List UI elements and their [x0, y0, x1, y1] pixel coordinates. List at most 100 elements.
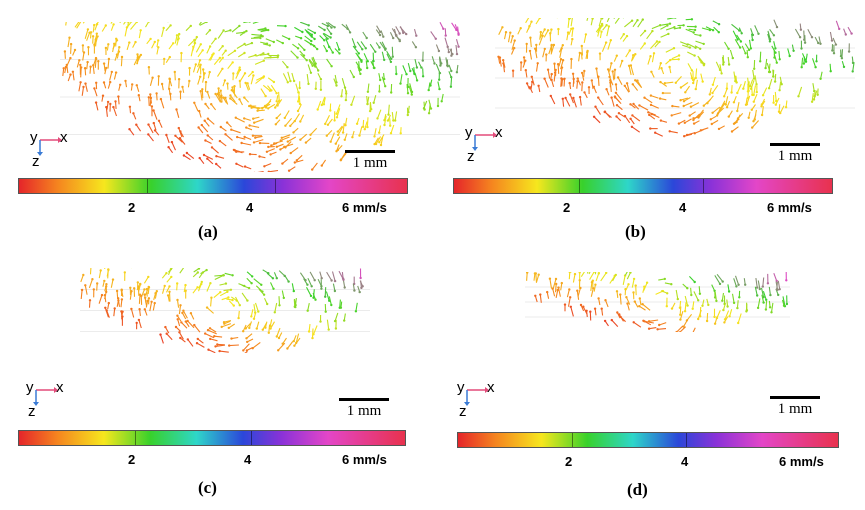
velocity-arrow-head — [725, 87, 729, 90]
velocity-arrow-head — [665, 305, 668, 308]
colorbar-tick-4: 4 — [681, 454, 689, 469]
velocity-arrow-head — [188, 66, 191, 70]
velocity-arrow — [729, 49, 734, 59]
velocity-arrow — [732, 30, 739, 40]
velocity-arrow-head — [338, 52, 341, 55]
velocity-arrow — [750, 80, 755, 89]
velocity-arrow — [755, 278, 758, 288]
velocity-arrow — [571, 28, 574, 37]
velocity-arrow-head — [802, 62, 806, 65]
velocity-arrow-head — [286, 140, 289, 143]
velocity-arrow — [754, 25, 760, 35]
velocity-arrow-head — [439, 64, 442, 67]
velocity-arrow-head — [392, 36, 395, 40]
velocity-arrow-head — [777, 293, 780, 297]
velocity-arrow — [801, 57, 804, 68]
velocity-arrow-head — [270, 89, 273, 92]
panel-caption-b: (b) — [625, 222, 646, 241]
velocity-arrow — [358, 126, 363, 136]
velocity-arrow-head — [267, 52, 270, 56]
velocity-arrow-head — [736, 38, 739, 41]
velocity-arrow — [326, 130, 333, 137]
velocity-arrow — [557, 287, 561, 297]
velocity-arrow — [149, 97, 152, 107]
velocity-arrow — [428, 82, 431, 91]
velocity-arrow — [281, 134, 291, 139]
velocity-arrow-head — [628, 49, 631, 52]
velocity-arrow-head — [248, 326, 251, 330]
velocity-arrow-head — [749, 85, 752, 88]
velocity-arrow-head — [560, 281, 563, 285]
velocity-arrow-head — [578, 95, 582, 99]
velocity-arrow-head — [193, 101, 196, 105]
velocity-arrow-head — [260, 283, 263, 286]
velocity-arrow — [775, 97, 780, 105]
velocity-arrow — [375, 136, 382, 145]
velocity-arrow — [714, 291, 717, 301]
velocity-arrow-head — [192, 45, 195, 48]
axis-z-label: z — [467, 148, 475, 165]
velocity-arrow — [179, 137, 186, 145]
velocity-arrow — [286, 341, 294, 349]
velocity-arrow-head — [298, 86, 301, 90]
velocity-arrow-head — [147, 66, 151, 69]
velocity-arrow-head — [543, 47, 546, 51]
velocity-arrow-head — [138, 55, 141, 58]
velocity-arrow — [753, 85, 757, 96]
velocity-arrow-head — [358, 134, 361, 137]
velocity-arrow — [711, 119, 719, 125]
velocity-arrow-head — [723, 95, 726, 98]
velocity-arrow-head — [556, 63, 560, 66]
velocity-arrow-head — [597, 75, 600, 78]
velocity-arrow-head — [591, 18, 594, 20]
axis-arrows-icon — [33, 387, 58, 406]
velocity-arrow-head — [344, 98, 348, 102]
velocity-arrow-head — [368, 109, 372, 113]
velocity-arrow — [165, 134, 170, 143]
velocity-arrow-head — [221, 67, 224, 70]
velocity-arrow — [158, 120, 163, 128]
velocity-arrow — [352, 45, 360, 54]
velocity-arrow — [253, 139, 264, 143]
velocity-arrow-head — [774, 103, 777, 106]
velocity-arrow-head — [697, 317, 700, 321]
velocity-arrow — [597, 76, 600, 86]
velocity-arrow-head — [272, 80, 276, 84]
velocity-arrow-head — [270, 144, 273, 147]
velocity-arrow-head — [372, 59, 375, 63]
velocity-arrow-head — [554, 68, 557, 72]
velocity-arrow — [106, 310, 110, 318]
velocity-arrow-head — [279, 148, 282, 151]
velocity-arrow-head — [205, 268, 208, 272]
velocity-arrow-head — [209, 282, 212, 285]
velocity-arrow — [126, 42, 130, 51]
velocity-arrow-head — [727, 47, 730, 50]
velocity-arrow — [153, 110, 158, 120]
velocity-arrow-head — [189, 24, 192, 28]
velocity-arrow-head — [200, 280, 203, 284]
velocity-arrow — [699, 306, 702, 317]
velocity-arrow — [143, 276, 149, 284]
panel-b: y x z 1 mm 2 4 6 mm/s (b) — [445, 10, 855, 260]
velocity-arrow — [439, 56, 442, 64]
velocity-arrow-head — [313, 31, 317, 35]
velocity-arrow — [154, 291, 158, 299]
velocity-arrow-head — [167, 146, 170, 149]
velocity-arrow-head — [289, 151, 292, 155]
velocity-arrow-head — [246, 299, 249, 302]
velocity-arrow-head — [745, 103, 749, 106]
velocity-arrow — [109, 71, 113, 81]
velocity-arrow-head — [773, 80, 777, 83]
velocity-arrow-head — [365, 36, 368, 40]
velocity-arrow — [609, 76, 614, 86]
velocity-arrow — [334, 312, 339, 322]
velocity-arrow — [649, 41, 658, 49]
velocity-arrow — [245, 82, 250, 91]
velocity-arrow-head — [217, 87, 220, 90]
velocity-arrow-head — [109, 102, 112, 106]
velocity-arrow-head — [210, 103, 213, 106]
velocity-arrow-head — [638, 104, 641, 107]
velocity-arrow-head — [359, 72, 362, 76]
velocity-arrow-head — [166, 294, 170, 297]
velocity-arrow-head — [592, 287, 595, 290]
